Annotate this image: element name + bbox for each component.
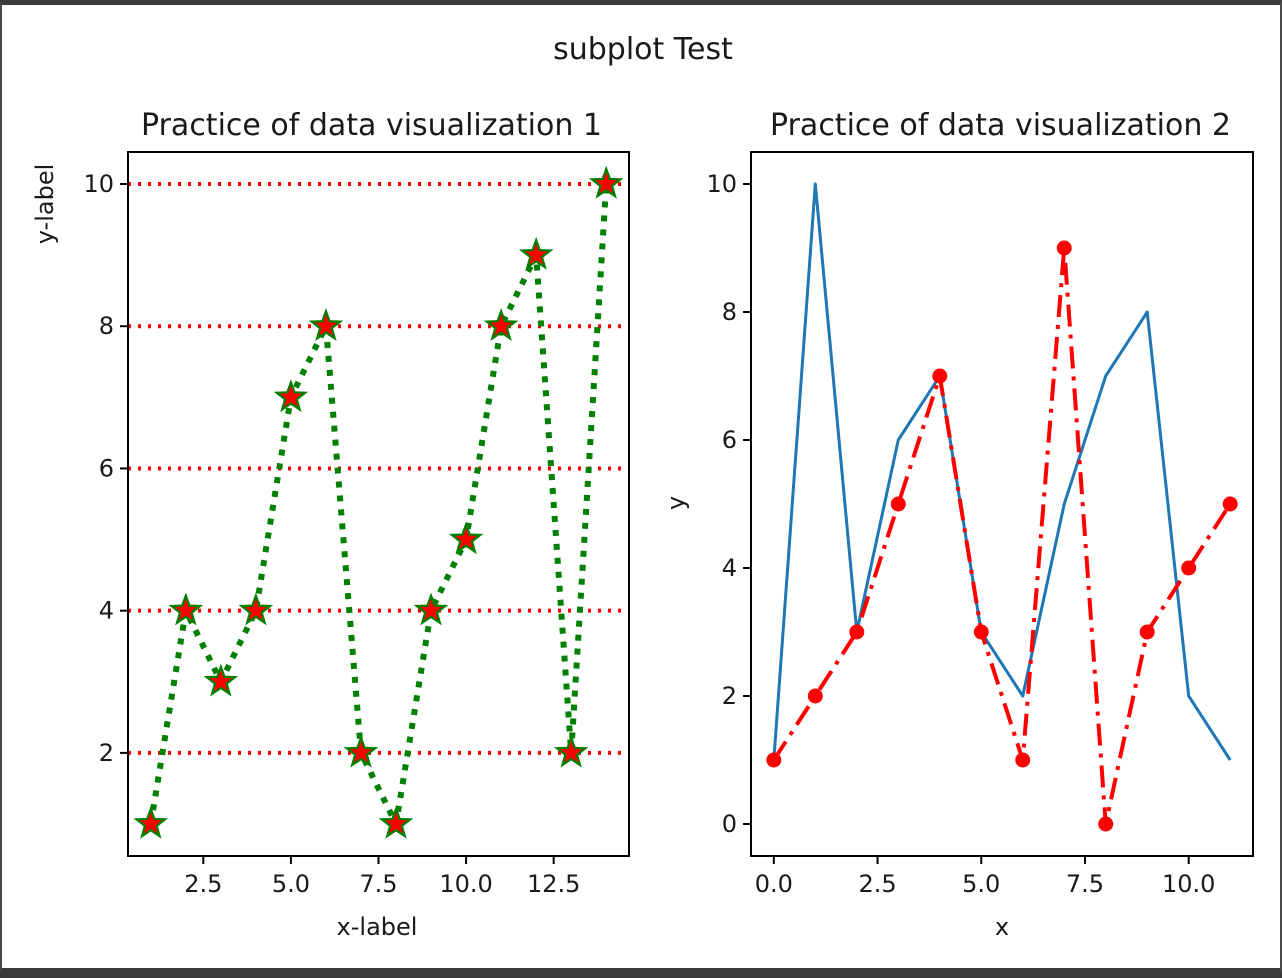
subplot-1-ytick-label: 6: [99, 454, 114, 482]
subplot-2-xtick-label: 2.5: [858, 870, 896, 898]
subplot-2-ytick-label: 0: [722, 810, 737, 838]
subplot-2-ytick-label: 10: [706, 170, 737, 198]
subplot-2-ytick-label: 8: [722, 298, 737, 326]
subplot-1-star-marker: [483, 308, 519, 341]
subplot-2-point-marker: [807, 688, 823, 704]
subplot-2-point-marker: [766, 752, 782, 768]
subplot-1-xtick-label: 12.5: [527, 870, 580, 898]
subplot-2-point-marker: [1098, 816, 1114, 832]
subplot-2-point-marker: [932, 368, 948, 384]
subplot-1-ylabel: y-label: [31, 164, 59, 244]
subplot-2-xlabel: x: [995, 913, 1009, 941]
subplot-2-point-marker: [973, 624, 989, 640]
subplot-1-star-marker: [588, 165, 624, 199]
subplot-2-xtick-label: 7.5: [1066, 870, 1104, 898]
subplot-1-series-1-line: [147, 183, 610, 827]
subplot-1-star-marker: [273, 379, 309, 413]
subplot-1-star-marker: [448, 521, 484, 555]
subplot-1-xtick-label: 7.5: [359, 870, 397, 898]
subplot-2-point-marker: [890, 496, 906, 512]
subplot-2-ytick-label: 2: [722, 682, 737, 710]
subplot-1-star-marker: [203, 663, 239, 697]
figure-svg: subplot Test Practice of data visualizat…: [31, 32, 1254, 941]
subplot-2-ytick-label: 4: [722, 554, 737, 582]
subplot-2-ytick-label: 6: [722, 426, 737, 454]
subplot-1-title: Practice of data visualization 1: [141, 108, 602, 143]
subplot-2-xtick-label: 10.0: [1162, 870, 1215, 898]
subplot-1: Practice of data visualization 1 x-label…: [31, 108, 630, 941]
subplot-2-axes-frame: [750, 151, 1254, 857]
subplot-1-star-marker: [553, 734, 589, 768]
subplot-1-xtick-label: 2.5: [184, 870, 222, 898]
subplot-2: Practice of data visualization 2 x y 0.0…: [662, 108, 1254, 941]
figure-suptitle: subplot Test: [553, 32, 733, 67]
subplot-1-star-marker: [518, 236, 554, 270]
subplot-2-point-marker: [1181, 560, 1197, 576]
subplot-1-star-marker: [168, 592, 204, 626]
subplot-1-star-marker: [378, 805, 414, 839]
subplot-1-xtick-label: 10.0: [439, 870, 492, 898]
subplot-1-ytick-label: 10: [83, 170, 114, 198]
subplot-1-star-marker: [238, 592, 274, 626]
subplot-2-point-marker: [849, 624, 865, 640]
subplot-2-point-marker: [1139, 624, 1155, 640]
subplot-1-xtick-label: 5.0: [272, 870, 310, 898]
subplot-1-star-marker: [343, 734, 379, 768]
subplot-2-series-1-line: [772, 182, 1232, 761]
subplot-1-star-marker: [133, 805, 169, 839]
subplot-2-xtick-label: 5.0: [962, 870, 1000, 898]
subplot-1-star-marker: [308, 308, 344, 341]
subplot-1-star-marker: [413, 592, 449, 626]
subplot-2-point-marker: [1015, 752, 1031, 768]
subplot-2-xtick-label: 0.0: [755, 870, 793, 898]
subplot-1-xlabel: x-label: [337, 913, 418, 941]
subplot-2-point-marker: [1222, 496, 1238, 512]
subplot-1-ytick-label: 4: [99, 597, 114, 625]
subplot-2-point-marker: [1056, 240, 1072, 256]
subplot-1-ytick-label: 8: [99, 312, 114, 340]
subplot-2-title: Practice of data visualization 2: [770, 108, 1231, 143]
subplot-2-ylabel: y: [662, 496, 690, 510]
subplot-2-series-2-line: [772, 246, 1232, 826]
subplot-1-ytick-label: 2: [99, 739, 114, 767]
